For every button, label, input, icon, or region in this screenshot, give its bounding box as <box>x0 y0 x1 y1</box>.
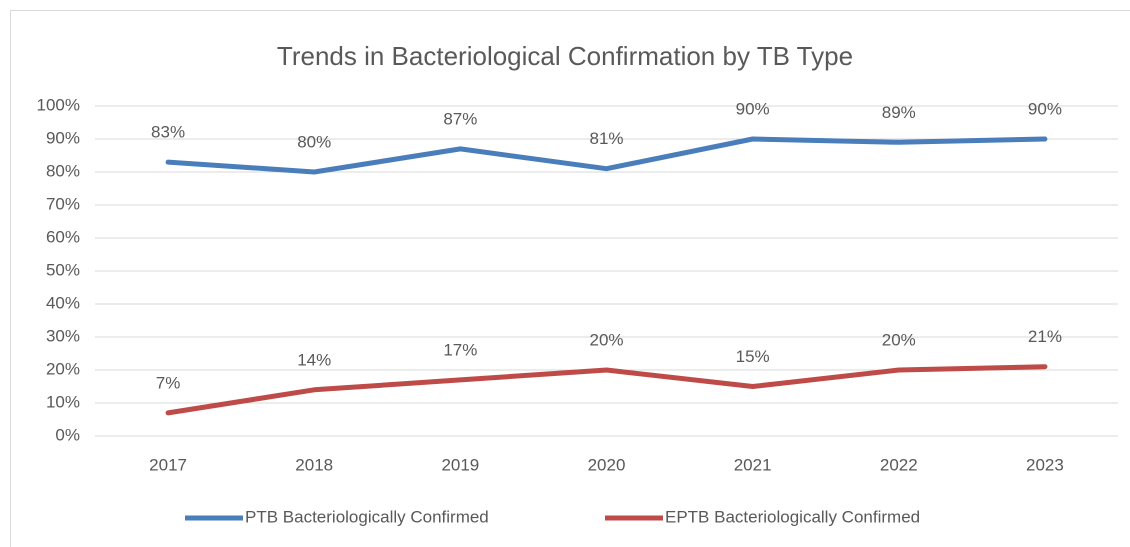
data-label: 90% <box>1028 99 1062 118</box>
data-label: 20% <box>589 330 623 349</box>
data-label: 7% <box>156 373 181 392</box>
data-label: 21% <box>1028 327 1062 346</box>
data-label: 83% <box>151 123 185 142</box>
y-tick-label: 40% <box>46 293 80 312</box>
chart-border <box>10 10 1130 547</box>
data-label: 81% <box>589 129 623 148</box>
y-tick-label: 100% <box>37 95 80 114</box>
y-tick-label: 60% <box>46 227 80 246</box>
y-tick-label: 20% <box>46 359 80 378</box>
data-label: 17% <box>443 340 477 359</box>
data-label: 87% <box>443 109 477 128</box>
series-line <box>165 136 1048 175</box>
x-tick-label: 2019 <box>441 455 479 474</box>
data-label: 14% <box>297 350 331 369</box>
data-label: 80% <box>297 132 331 151</box>
x-tick-label: 2020 <box>588 455 626 474</box>
y-tick-label: 30% <box>46 326 80 345</box>
x-tick-label: 2021 <box>734 455 772 474</box>
x-tick-label: 2018 <box>295 455 333 474</box>
y-tick-label: 50% <box>46 260 80 279</box>
x-tick-label: 2017 <box>149 455 187 474</box>
data-label: 90% <box>736 99 770 118</box>
chart-title: Trends in Bacteriological Confirmation b… <box>277 41 853 71</box>
y-tick-label: 70% <box>46 194 80 213</box>
y-tick-label: 90% <box>46 128 80 147</box>
data-label: 15% <box>736 347 770 366</box>
data-label: 89% <box>882 103 916 122</box>
legend-label: PTB Bacteriologically Confirmed <box>245 507 489 526</box>
x-tick-label: 2022 <box>880 455 918 474</box>
x-tick-label: 2023 <box>1026 455 1064 474</box>
y-tick-label: 0% <box>55 425 80 444</box>
series-line <box>165 364 1048 416</box>
legend-label: EPTB Bacteriologically Confirmed <box>665 507 920 526</box>
y-tick-label: 80% <box>46 161 80 180</box>
y-tick-label: 10% <box>46 392 80 411</box>
data-label: 20% <box>882 330 916 349</box>
